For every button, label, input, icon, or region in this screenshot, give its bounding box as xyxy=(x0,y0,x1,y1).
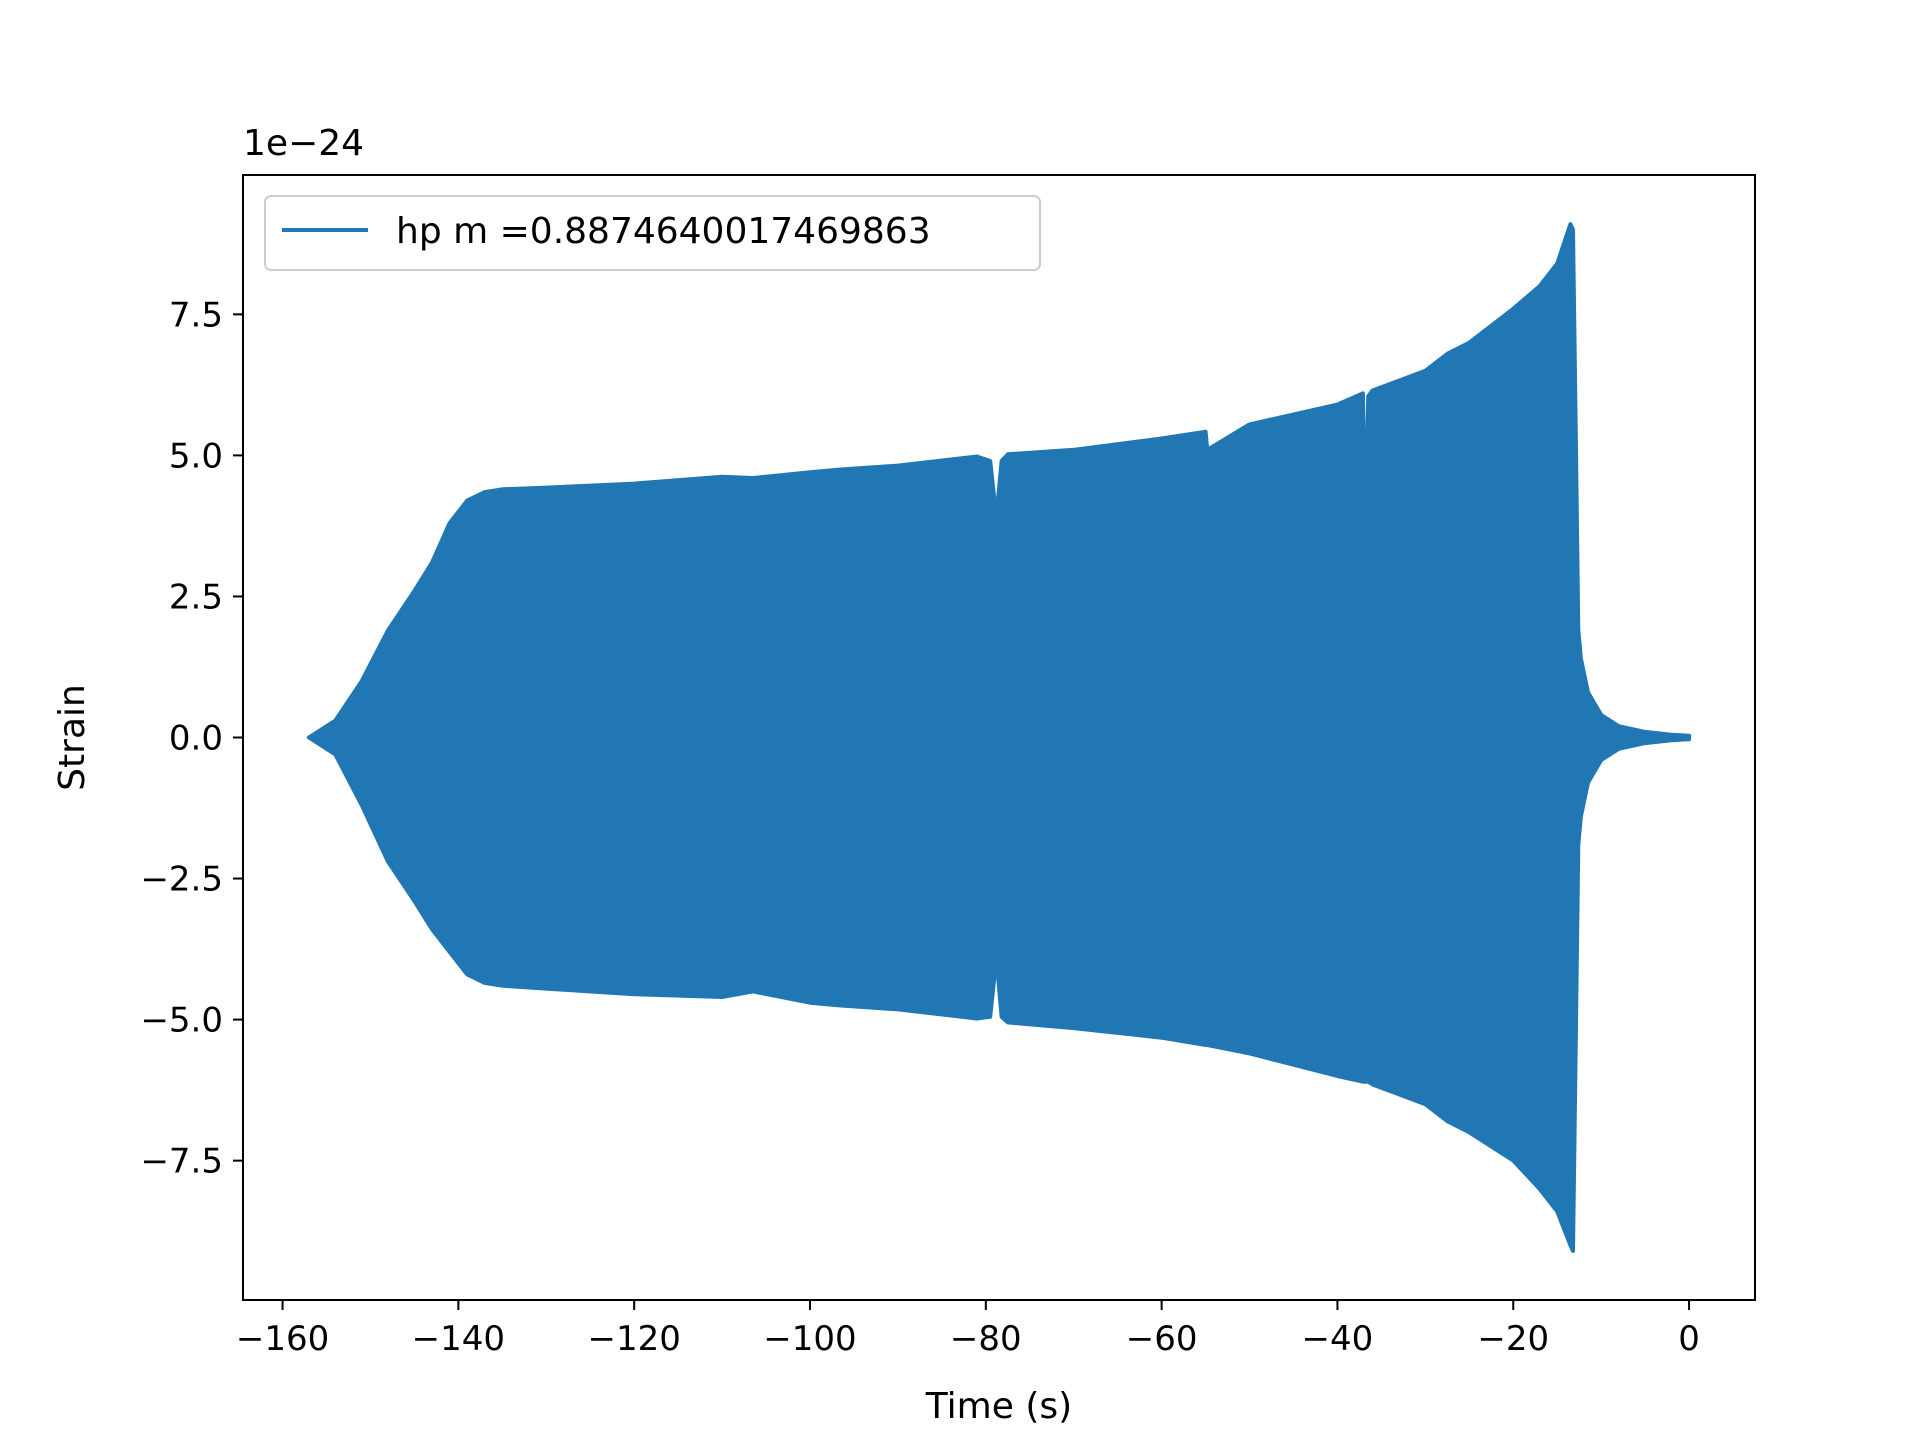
x-tick-label: −160 xyxy=(236,1319,329,1359)
legend-box xyxy=(264,195,1041,271)
x-axis: −160 −140 −120 −100 −80 −60 −40 −20 0 xyxy=(236,1300,1700,1359)
y-tick-label: −2.5 xyxy=(140,860,223,900)
y-offset-label: 1e−24 xyxy=(243,123,364,164)
y-axis: 7.5 5.0 2.5 0.0 −2.5 −5.0 −7.5 xyxy=(140,295,243,1182)
legend: hp m =0.8874640017469863 xyxy=(264,195,1041,271)
x-tick-label: −80 xyxy=(950,1319,1022,1359)
x-tick-label: −60 xyxy=(1126,1319,1198,1359)
legend-entry-label: hp m =0.8874640017469863 xyxy=(396,211,931,252)
x-tick-label: −20 xyxy=(1477,1319,1549,1359)
y-tick-label: −5.0 xyxy=(140,1001,223,1041)
y-tick-label: 5.0 xyxy=(169,436,223,476)
y-tick-label: −7.5 xyxy=(140,1142,223,1182)
y-tick-label: 7.5 xyxy=(169,295,223,335)
x-tick-label: −40 xyxy=(1302,1319,1374,1359)
y-axis-label: Strain xyxy=(52,684,93,791)
x-tick-label: −120 xyxy=(587,1319,680,1359)
plot-area xyxy=(306,222,1692,1253)
y-tick-label: 0.0 xyxy=(169,719,223,759)
x-tick-label: −100 xyxy=(763,1319,856,1359)
series-waveform xyxy=(306,222,1692,1253)
x-axis-label: Time (s) xyxy=(925,1386,1072,1427)
x-tick-label: 0 xyxy=(1678,1319,1700,1359)
y-tick-label: 2.5 xyxy=(169,577,223,617)
x-tick-label: −140 xyxy=(412,1319,505,1359)
